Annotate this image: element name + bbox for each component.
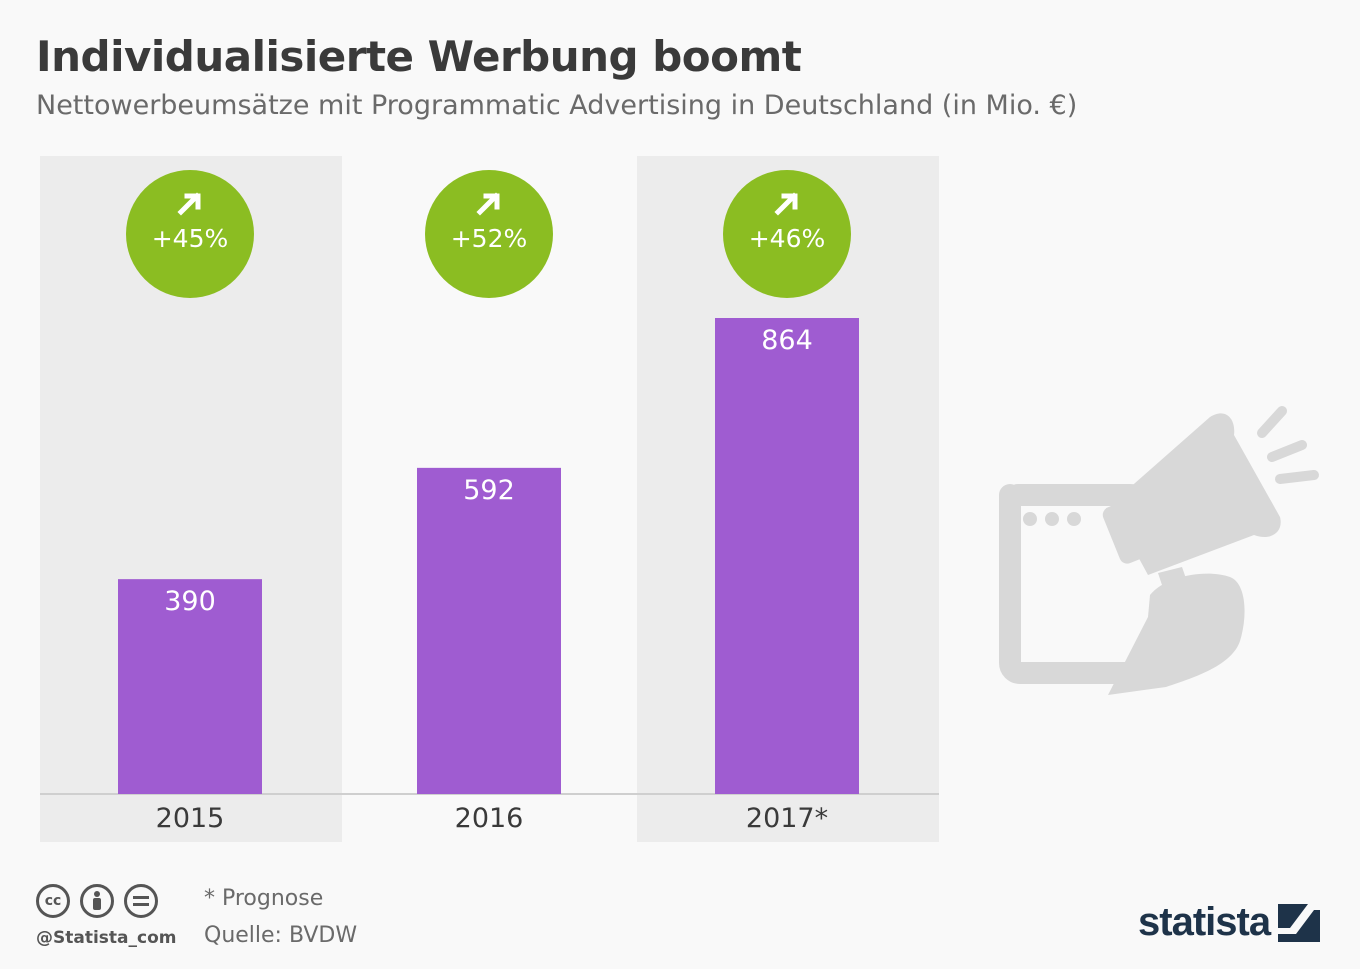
statista-wordmark: statista [1138, 900, 1271, 944]
arrow-up-right-icon [774, 192, 798, 216]
arrow-up-right-icon [177, 192, 201, 216]
bar [715, 318, 859, 794]
growth-badge [425, 170, 553, 298]
by-icon [80, 884, 114, 918]
x-tick-label: 2017* [746, 803, 828, 834]
growth-label: +46% [749, 224, 826, 253]
statista-handle[interactable]: @Statista_com [36, 928, 177, 948]
arrow-up-right-icon [476, 192, 500, 216]
chart-title: Individualisierte Werbung boomt [36, 32, 802, 81]
statista-logo-icon [1278, 903, 1321, 942]
chart-subtitle: Nettowerbeumsätze mit Programmatic Adver… [36, 90, 1078, 121]
forecast-note: * Prognose [204, 886, 324, 911]
equals-icon [133, 896, 149, 906]
bar [417, 467, 561, 794]
source-text: Quelle: BVDW [204, 923, 358, 948]
cc-icon: cc [36, 884, 70, 918]
bar-value-label: 390 [164, 586, 216, 617]
growth-label: +45% [152, 224, 229, 253]
bar-value-label: 864 [761, 325, 813, 356]
growth-badge [723, 170, 851, 298]
x-tick-label: 2016 [455, 803, 524, 834]
bar [118, 579, 262, 794]
growth-label: +52% [451, 224, 528, 253]
license-icons: cc [36, 884, 158, 918]
person-icon [93, 891, 101, 910]
growth-badge [126, 170, 254, 298]
megaphone-browser-icon [999, 406, 1319, 695]
nd-icon [124, 884, 158, 918]
statista-logo[interactable]: statista [1138, 900, 1321, 945]
bar-value-label: 592 [463, 475, 515, 506]
x-tick-label: 2015 [156, 803, 225, 834]
